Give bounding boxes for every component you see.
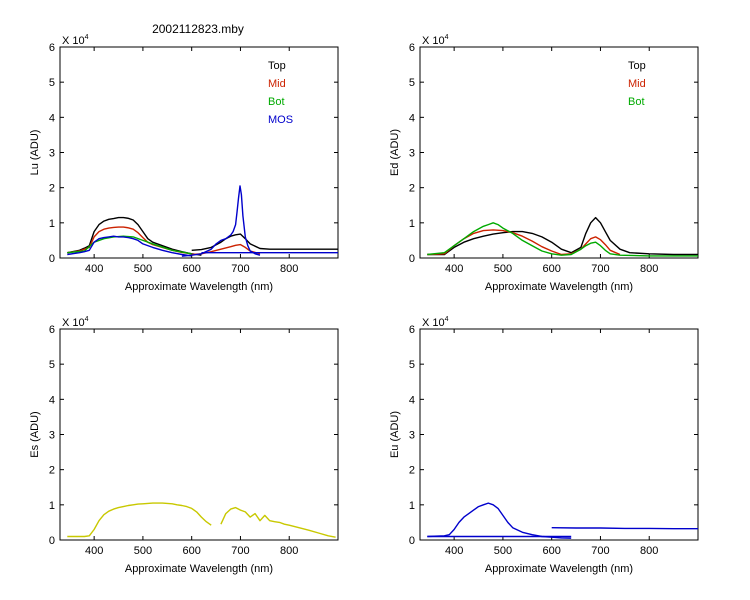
x-tick-label: 400 [85, 545, 103, 557]
plot-frame [59, 46, 339, 259]
figure-title: 2002112823.mby [152, 22, 244, 36]
x-tick-label: 500 [134, 545, 152, 557]
x-tick-label: 600 [183, 545, 201, 557]
y-axis-label: Ed (ADU) [389, 129, 401, 176]
y-multiplier: X 104 [62, 34, 89, 47]
x-tick-label: 600 [543, 545, 561, 557]
legend-entry-bot: Bot [268, 96, 285, 108]
y-multiplier: X 104 [422, 316, 449, 329]
x-tick-label: 400 [85, 263, 103, 275]
x-axis-label: Approximate Wavelength (nm) [125, 281, 273, 293]
y-tick-label: 4 [409, 394, 415, 406]
y-tick-label: 6 [49, 42, 55, 54]
x-tick-label: 700 [231, 263, 249, 275]
y-tick-label: 5 [49, 359, 55, 371]
y-tick-label: 3 [409, 430, 415, 442]
y-tick-label: 0 [49, 253, 55, 265]
y-tick-label: 0 [409, 535, 415, 547]
x-tick-label: 700 [591, 545, 609, 557]
y-axis-label: Lu (ADU) [29, 130, 41, 176]
y-tick-label: 4 [49, 112, 55, 124]
legend-entry-mos: MOS [268, 114, 293, 126]
series-line-top-1 [427, 216, 698, 256]
legend-entry-top: Top [628, 60, 646, 72]
legend-entry-mid: Mid [628, 78, 646, 90]
x-tick-label: 500 [494, 545, 512, 557]
y-tick-label: 0 [49, 535, 55, 547]
legend-entry-mid: Mid [268, 78, 286, 90]
y-tick-label: 6 [49, 324, 55, 336]
x-axis-label: Approximate Wavelength (nm) [125, 563, 273, 575]
y-tick-label: 0 [409, 253, 415, 265]
series-line-mos-2 [181, 185, 261, 257]
plot-frame [419, 328, 699, 541]
y-tick-label: 1 [49, 218, 55, 230]
y-tick-label: 2 [409, 183, 415, 195]
y-axis-label: Eu (ADU) [389, 411, 401, 458]
y-tick-label: 2 [49, 465, 55, 477]
x-tick-label: 700 [591, 263, 609, 275]
y-tick-label: 3 [409, 148, 415, 160]
legend-entry-top: Top [268, 60, 286, 72]
chart-panel-4: 0 1 2 3 4 5 6 400 500 600 700 800 X 104 Approximate W… [389, 316, 699, 575]
y-multiplier: X 104 [62, 316, 89, 329]
x-tick-label: 500 [134, 263, 152, 275]
y-tick-label: 5 [409, 359, 415, 371]
chart-panel-2: 0 1 2 3 4 5 6 400 500 600 700 800 X 104 Approximate W… [389, 34, 699, 293]
series-line-top-1 [67, 216, 202, 256]
chart-panel-3: 0 1 2 3 4 5 6 400 500 600 700 800 X 104 Approximate W… [29, 316, 339, 575]
x-tick-label: 700 [231, 545, 249, 557]
y-tick-label: 4 [49, 394, 55, 406]
y-multiplier: X 104 [422, 34, 449, 47]
y-tick-label: 1 [409, 218, 415, 230]
series-line-data-1 [427, 502, 572, 539]
y-tick-label: 2 [49, 183, 55, 195]
x-tick-label: 400 [445, 263, 463, 275]
series-line-data-2 [220, 506, 336, 538]
legend-entry-bot: Bot [628, 96, 645, 108]
x-tick-label: 500 [494, 263, 512, 275]
x-tick-label: 800 [280, 545, 298, 557]
series-line-data-1 [67, 502, 212, 538]
y-tick-label: 4 [409, 112, 415, 124]
y-tick-label: 2 [409, 465, 415, 477]
chart-panel-1: 0 1 2 3 4 5 6 400 500 600 700 800 X 104 Approximate W… [29, 34, 339, 293]
y-tick-label: 3 [49, 430, 55, 442]
y-tick-label: 5 [49, 77, 55, 89]
x-axis-label: Approximate Wavelength (nm) [485, 281, 633, 293]
x-axis-label: Approximate Wavelength (nm) [485, 563, 633, 575]
x-tick-label: 600 [543, 263, 561, 275]
x-tick-label: 800 [640, 263, 658, 275]
x-tick-label: 400 [445, 545, 463, 557]
series-line-mid-1 [427, 229, 621, 256]
series-line-bot-1 [427, 222, 698, 257]
y-tick-label: 6 [409, 42, 415, 54]
y-tick-label: 6 [409, 324, 415, 336]
y-tick-label: 3 [49, 148, 55, 160]
y-axis-label: Es (ADU) [29, 411, 41, 457]
x-tick-label: 800 [280, 263, 298, 275]
y-tick-label: 5 [409, 77, 415, 89]
x-tick-label: 800 [640, 545, 658, 557]
y-tick-label: 1 [49, 500, 55, 512]
plot-frame [59, 328, 339, 541]
series-line-data-3 [551, 527, 698, 530]
x-tick-label: 600 [183, 263, 201, 275]
y-tick-label: 1 [409, 500, 415, 512]
series-line-mos-1 [67, 235, 192, 257]
plot-frame [419, 46, 699, 259]
